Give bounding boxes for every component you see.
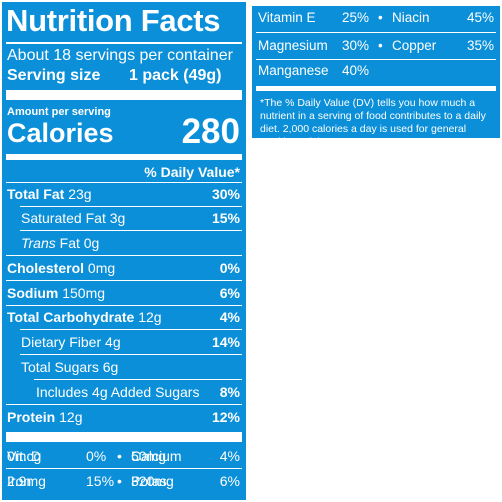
vitamins-footnote-panel: Vitamin E 25% • Niacin 45% Magnesium 30%…	[250, 4, 502, 148]
nutrient-name: Cholesterol	[7, 260, 85, 276]
nutrient-row-total-sugars: Total Sugars 6g	[6, 357, 240, 377]
vitamin-name: Niacin	[392, 10, 430, 25]
vitamin-amount: 0mcg	[7, 448, 42, 464]
vitamin-amount: 2.9mg	[7, 473, 46, 489]
nutrient-name: Total Sugars	[21, 359, 99, 375]
divider	[20, 206, 242, 207]
nutrient-name: Sodium	[7, 285, 59, 301]
nutrient-amount: 150mg	[62, 285, 106, 301]
divider	[6, 255, 242, 256]
vitamin-row: Manganese 40%	[256, 61, 494, 81]
vitamin-name: Iron	[7, 473, 32, 489]
serving-size-label: Serving size	[7, 67, 101, 84]
nutrient-name: Includes 4g Added Sugars	[36, 384, 200, 400]
vitamin-name: Potas.	[131, 473, 171, 489]
vitamin-dv: 35%	[466, 38, 494, 53]
separator-dot: •	[378, 38, 383, 53]
vitamin-row: Iron 2.9mg 15% • Potas. 320mg 6%	[7, 471, 240, 491]
divider	[6, 404, 242, 405]
nutrient-dv: 12%	[211, 409, 240, 425]
nutrient-name: Saturated Fat	[21, 210, 106, 226]
nutrient-amount: 4g	[105, 334, 121, 350]
divider	[20, 354, 242, 355]
nutrient-row-trans-fat: Trans Fat 0g	[6, 233, 240, 253]
thick-divider	[6, 432, 242, 442]
nutrient-amount: 12g	[138, 309, 162, 325]
divider	[34, 379, 242, 380]
nutrient-row-protein: Protein 12g 12%	[6, 407, 240, 427]
vitamin-name: Manganese	[258, 63, 329, 78]
divider	[6, 42, 242, 44]
vitamin-row: Magnesium 30% • Copper 35%	[256, 36, 494, 56]
nutrient-amount: 23g	[68, 186, 92, 202]
nutrient-amount: 3g	[109, 210, 126, 226]
vitamin-name: Copper	[392, 38, 437, 53]
divider	[6, 305, 242, 306]
nutrient-name: Total Fat	[7, 186, 65, 202]
vitamin-dv: 25%	[342, 10, 370, 25]
daily-value-header: % Daily Value*	[144, 164, 240, 180]
thick-divider	[6, 90, 242, 100]
nutrient-name-suffix: Fat	[59, 235, 80, 251]
vitamin-name: Calcium	[131, 448, 182, 464]
nutrient-dv: 8%	[219, 384, 240, 400]
nutrient-dv: 14%	[211, 334, 240, 350]
nutrient-row-total-fat: Total Fat 23g 30%	[6, 184, 240, 204]
serving-size: Serving size 1 pack (49g)	[7, 66, 221, 86]
nutrient-name: Protein	[7, 409, 56, 425]
divider	[20, 230, 242, 231]
nutrient-dv: 0%	[219, 260, 240, 276]
vitamin-amount: 50mg	[131, 448, 167, 464]
vitamin-name: Vitamin E	[258, 10, 316, 25]
daily-value-footnote: *The % Daily Value (DV) tells you how mu…	[260, 97, 486, 148]
nutrient-dv: 4%	[219, 309, 240, 325]
nutrient-row-added-sugars: Includes 4g Added Sugars 8%	[6, 382, 240, 402]
nutrient-amount: 0mg	[87, 260, 116, 276]
nutrient-name: Trans	[21, 235, 56, 251]
vitamin-dv: 4%	[219, 448, 240, 464]
vitamin-dv: 30%	[342, 38, 370, 53]
nutrient-name: Total Carbohydrate	[7, 309, 135, 325]
calories-label: Calories	[7, 118, 114, 148]
nutrient-row-dietary-fiber: Dietary Fiber 4g 14%	[6, 332, 240, 352]
vitamin-amount: 320mg	[131, 473, 174, 489]
divider	[6, 468, 242, 469]
thick-divider	[256, 86, 496, 91]
serving-size-value: 1 pack (49g)	[129, 67, 222, 84]
nutrient-row-cholesterol: Cholesterol 0mg 0%	[6, 258, 240, 278]
nutrient-row-sodium: Sodium 150mg 6%	[6, 283, 240, 303]
calories-value: 280	[181, 112, 240, 151]
medium-divider	[6, 154, 242, 160]
nutrient-amount: 0g	[83, 235, 100, 251]
vitamin-dv: 45%	[466, 10, 494, 25]
nutrient-amount: 6g	[102, 359, 119, 375]
servings-per-container: About 18 servings per container	[7, 47, 233, 64]
nutrient-dv: 30%	[211, 186, 240, 202]
nutrition-facts-panel: Nutrition Facts About 18 servings per co…	[0, 0, 248, 502]
nutrient-dv: 15%	[211, 210, 240, 226]
vitamin-dv: 0%	[86, 448, 107, 464]
nutrient-row-total-carbohydrate: Total Carbohydrate 12g 4%	[6, 307, 240, 327]
separator-dot: •	[378, 10, 383, 25]
separator-dot: •	[117, 448, 122, 464]
label-title: Nutrition Facts	[6, 3, 221, 38]
separator-dot: •	[117, 473, 122, 489]
nutrient-row-saturated-fat: Saturated Fat 3g 15%	[6, 208, 240, 228]
divider	[256, 59, 496, 60]
vitamin-name: Magnesium	[258, 38, 328, 53]
divider	[20, 329, 242, 330]
vitamin-row: Vit. D 0mcg 0% • Calcium 50mg 4%	[7, 446, 240, 466]
divider	[6, 280, 242, 281]
vitamin-dv: 6%	[219, 473, 240, 489]
vitamin-dv: 40%	[342, 63, 370, 78]
nutrient-name: Dietary Fiber	[21, 334, 102, 350]
divider	[6, 182, 242, 183]
nutrient-dv: 6%	[219, 285, 240, 301]
vitamin-name: Vit. D	[7, 448, 41, 464]
vitamin-row: Vitamin E 25% • Niacin 45%	[256, 8, 494, 28]
amount-per-serving: Amount per serving	[7, 106, 111, 118]
divider	[256, 32, 496, 33]
vitamin-dv: 15%	[86, 473, 115, 489]
nutrient-amount: 12g	[59, 409, 83, 425]
